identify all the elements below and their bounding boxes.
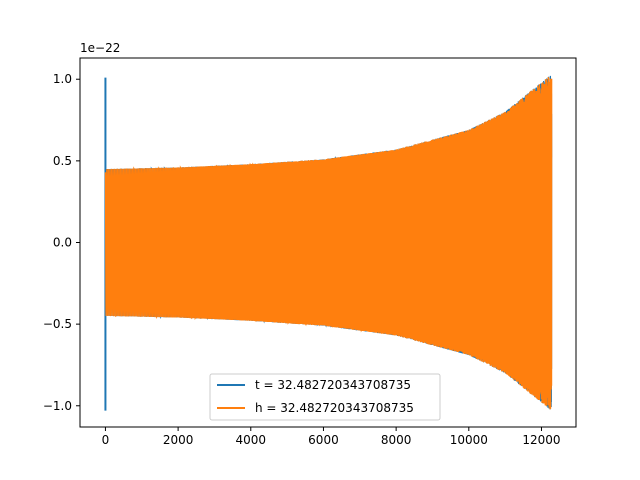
x-tick-label: 0 bbox=[102, 433, 110, 447]
y-tick-label: −0.5 bbox=[43, 317, 72, 331]
series-layer bbox=[104, 75, 553, 411]
legend-box bbox=[209, 373, 441, 421]
x-tick-label: 4000 bbox=[236, 433, 267, 447]
legend-label-t: t = 32.482720343708735 bbox=[255, 378, 411, 392]
legend: t = 32.482720343708735 h = 32.4827203437… bbox=[209, 373, 441, 421]
x-tick-label: 10000 bbox=[450, 433, 488, 447]
x-tick-label: 8000 bbox=[381, 433, 412, 447]
x-tick-label: 2000 bbox=[163, 433, 194, 447]
x-tick-label: 6000 bbox=[308, 433, 339, 447]
series-h-line bbox=[104, 77, 553, 410]
y-tick-label: 1.0 bbox=[53, 72, 72, 86]
y-tick-label: 0.0 bbox=[53, 236, 72, 250]
y-axis-offset-label: 1e−22 bbox=[80, 41, 120, 55]
x-tick-label: 12000 bbox=[522, 433, 560, 447]
y-tick-label: −1.0 bbox=[43, 399, 72, 413]
legend-label-h: h = 32.482720343708735 bbox=[255, 401, 414, 415]
axes-layer: 0 2000 4000 6000 8000 10000 12000 −1.0 −0.5 0.0 0.… bbox=[43, 57, 577, 447]
y-tick-label: 0.5 bbox=[53, 154, 72, 168]
